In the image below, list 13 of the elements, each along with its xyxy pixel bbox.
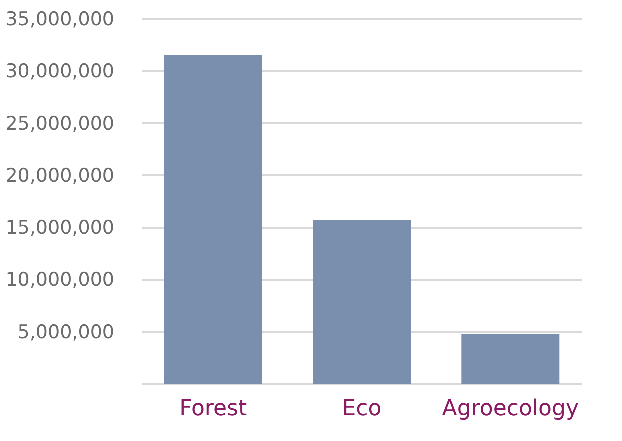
y-tick-label: 20,000,000: [6, 164, 114, 187]
x-tick-label: Agroecology: [442, 396, 579, 422]
x-tick-label: Forest: [180, 396, 248, 422]
y-tick-label: 10,000,000: [6, 269, 114, 292]
y-tick-label: 15,000,000: [6, 217, 114, 240]
y-tick-label: 35,000,000: [6, 8, 114, 30]
bar: [313, 220, 411, 384]
y-tick-label: 30,000,000: [6, 60, 114, 83]
bar: [462, 334, 560, 384]
bar: [164, 56, 262, 384]
y-tick-label: 25,000,000: [6, 112, 114, 135]
y-tick-label: 5,000,000: [18, 321, 114, 344]
x-tick-label: Eco: [342, 396, 382, 422]
